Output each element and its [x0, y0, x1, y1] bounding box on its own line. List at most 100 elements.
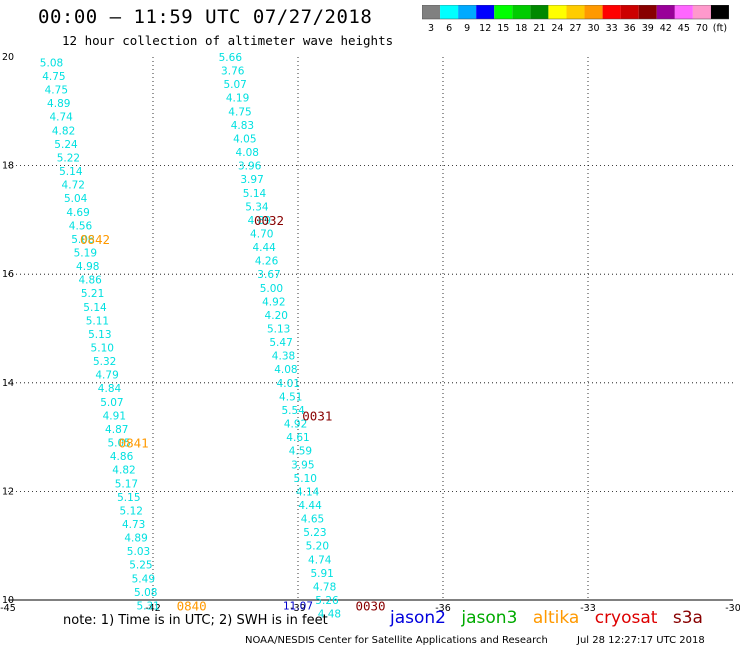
wave-height-value: 5.13 [88, 329, 111, 341]
colorbar-swatch [512, 5, 531, 19]
wave-height-value: 5.10 [91, 343, 114, 355]
wave-height-value: 5.25 [129, 560, 152, 572]
wave-height-value: 5.91 [310, 568, 333, 580]
legend-item-jason3: jason3 [461, 608, 518, 628]
wave-height-value: 5.06 [71, 234, 95, 246]
colorbar-swatch [638, 5, 657, 19]
wave-height-value: 4.75 [45, 85, 68, 97]
colorbar-label: 18 [515, 23, 527, 33]
wave-height-value: 4.72 [62, 180, 85, 192]
wave-height-value: 4.86 [110, 451, 134, 463]
wave-height-value: 5.08 [134, 587, 157, 599]
wave-height-value: 4.84 [98, 383, 122, 395]
wave-height-value: 5.05 [107, 438, 130, 450]
wave-height-value: 4.98 [76, 261, 99, 273]
wave-height-value: 5.17 [115, 478, 138, 490]
wave-height-value: 3.95 [291, 459, 314, 471]
wave-height-value: 5.32 [93, 356, 116, 368]
colorbar-swatch [692, 5, 711, 19]
wave-height-value: 4.51 [279, 391, 302, 403]
wave-height-value: 4.82 [52, 125, 75, 137]
colorbar-label: 27 [569, 23, 581, 33]
wave-height-value: 5.12 [120, 505, 143, 517]
wave-height-value: 5.07 [223, 79, 246, 91]
wave-height-value: 4.79 [95, 370, 118, 382]
wave-height-value: 4.20 [265, 310, 288, 322]
wave-height-value: 4.08 [236, 147, 259, 159]
wave-height-value: 4.91 [103, 410, 126, 422]
colorbar-label: 70 [696, 23, 708, 33]
colorbar-swatch [674, 5, 693, 19]
wave-height-value: 5.04 [64, 193, 88, 205]
wave-height-value: 5.24 [54, 139, 78, 151]
chart-subtitle: 12 hour collection of altimeter wave hei… [62, 33, 394, 48]
colorbar-label: 6 [446, 23, 452, 33]
wave-height-value: 5.14 [243, 188, 267, 200]
wave-height-value: 5.21 [81, 288, 104, 300]
pass-time-label: 0842 [80, 232, 110, 247]
colorbar-swatch [656, 5, 675, 19]
wave-height-value: 4.14 [296, 486, 320, 498]
y-tick-label: 10 [2, 595, 14, 606]
colorbar-swatch [548, 5, 567, 19]
colorbar-label: (ft) [713, 23, 727, 33]
colorbar-label: 33 [606, 23, 618, 33]
wave-height-value: 5.10 [294, 473, 317, 485]
wave-height-value: 4.61 [286, 432, 309, 444]
wave-height-value: 4.56 [69, 220, 93, 232]
wave-height-value: 5.34 [245, 201, 269, 213]
wave-height-value: 4.48 [318, 609, 341, 621]
wave-height-value: 3.76 [221, 66, 245, 78]
generated-timestamp: Jul 28 12:27:17 UTC 2018 [577, 635, 705, 646]
wave-height-value: 5.19 [74, 247, 97, 259]
wave-height-value: 5.49 [132, 573, 155, 585]
y-tick-label: 12 [2, 486, 14, 497]
legend-item-altika: altika [532, 608, 580, 628]
wave-height-value: 4.86 [78, 275, 102, 287]
pass-time-label: 0032 [254, 213, 284, 228]
colorbar-label: 24 [551, 23, 563, 33]
wave-height-value: 5.07 [100, 397, 123, 409]
wave-height-value: 5.00 [260, 283, 283, 295]
colorbar-swatch [710, 5, 729, 19]
x-tick-label: -39 [290, 603, 306, 614]
colorbar-swatch [440, 5, 459, 19]
grid-lines [8, 57, 733, 600]
y-tick-label: 20 [2, 52, 14, 63]
wave-height-value: 5.54 [281, 405, 305, 417]
wave-height-value: 5.14 [83, 302, 107, 314]
wave-height-value: 4.19 [226, 93, 249, 105]
wave-height-value: 4.01 [277, 378, 300, 390]
wave-height-value: 4.87 [105, 424, 128, 436]
wave-height-value: 4.08 [274, 364, 297, 376]
pass-time-label: 0841 [119, 436, 149, 451]
colorbar-swatch [566, 5, 585, 19]
wave-height-value: 3.97 [240, 174, 263, 186]
colorbar-label: 3 [428, 23, 434, 33]
x-tick-label: -42 [145, 603, 161, 614]
wave-height-value: 4.75 [42, 71, 65, 83]
wave-height-value: 4.83 [231, 120, 254, 132]
wave-height-value: 5.11 [86, 315, 109, 327]
credit-line: NOAA/NESDIS Center for Satellite Applica… [245, 635, 548, 646]
wave-height-value: 4.75 [228, 106, 251, 118]
y-tick-label: 14 [2, 378, 14, 389]
pass-time-label: 0030 [355, 598, 385, 613]
wave-height-value: 5.66 [219, 52, 243, 64]
wave-height-value: 4.65 [301, 514, 324, 526]
satellite-legend: jason2 jason3 altika cryosat s3a [390, 608, 713, 628]
wave-height-value: 5.08 [40, 57, 63, 69]
wave-height-value: 4.73 [122, 519, 145, 531]
footnote: note: 1) Time is in UTC; 2) SWH is in fe… [63, 613, 328, 628]
x-tick-label: -36 [435, 603, 451, 614]
wave-height-value: 11.07 [283, 600, 313, 612]
wave-height-value: 5.22 [57, 152, 80, 164]
wave-height-value: 5.47 [269, 337, 292, 349]
chart-title: 00:00 – 11:59 UTC 07/27/2018 [38, 6, 373, 28]
wave-height-value: 4.92 [284, 419, 307, 431]
x-tick-label: -45 [0, 603, 16, 614]
wave-height-value: 5.23 [303, 527, 326, 539]
wave-height-value: 4.44 [252, 242, 276, 254]
wave-height-value: 4.05 [233, 133, 256, 145]
